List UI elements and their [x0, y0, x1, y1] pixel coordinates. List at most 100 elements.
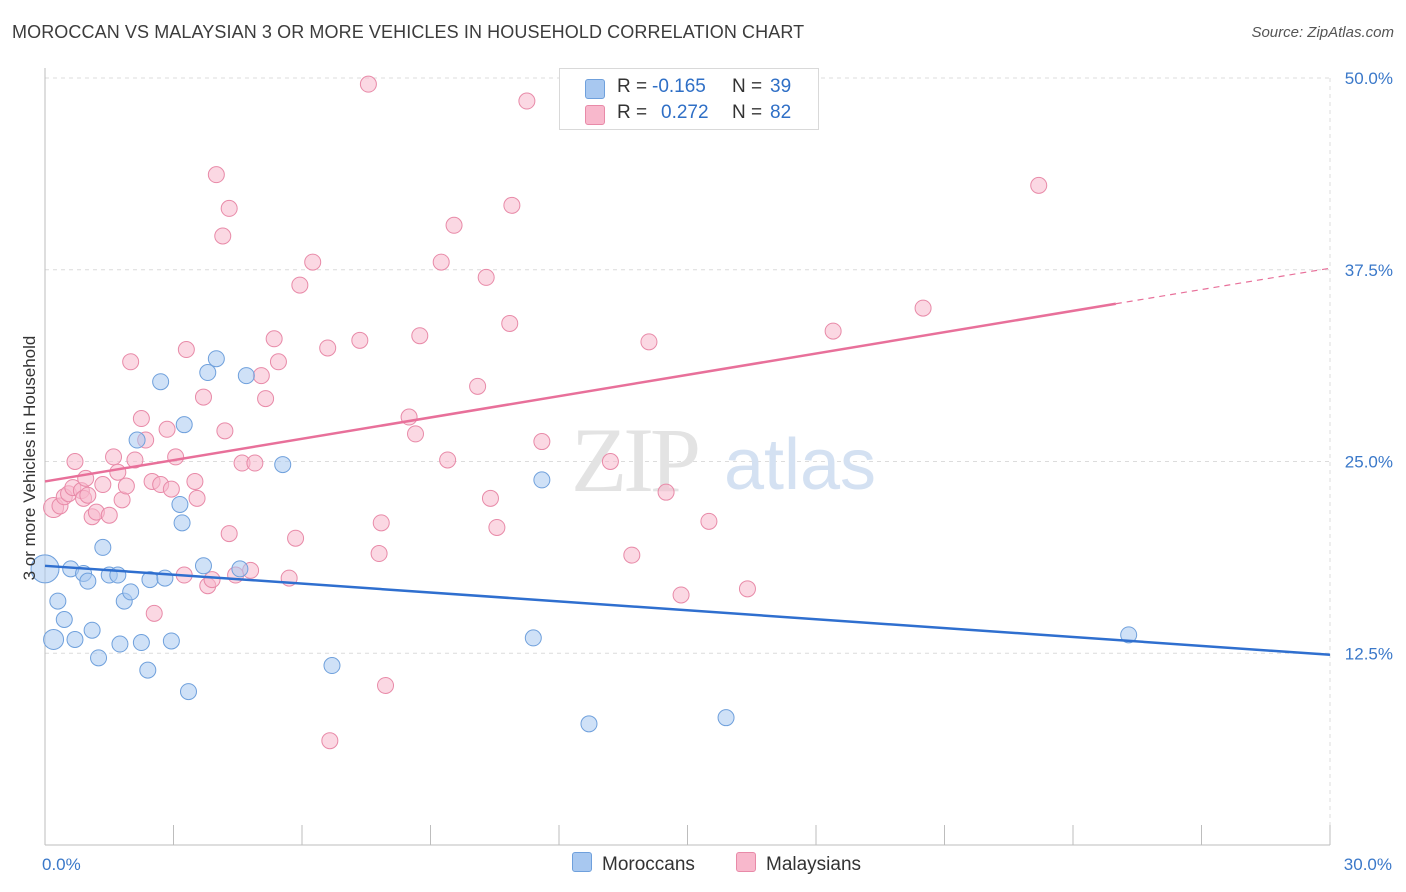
moroccans-point [162, 632, 180, 650]
legend-r-label: R = [617, 102, 648, 123]
trend-layer [44, 267, 1331, 657]
malaysians-point [503, 196, 521, 214]
moroccans-point [173, 514, 191, 532]
malaysians-point [914, 299, 932, 317]
series-label-malaysians: Malaysians [766, 854, 862, 875]
x-tick-label: 0.0% [42, 855, 81, 874]
malaysians-point [246, 454, 264, 472]
malaysians-point [220, 199, 238, 217]
malaysians-point [177, 341, 195, 359]
moroccans-point [179, 683, 197, 701]
malaysians-point [370, 545, 388, 563]
series-legend-moroccans[interactable]: Moroccans [572, 852, 695, 876]
malaysians-point [640, 333, 658, 351]
malaysians-point [824, 322, 842, 340]
moroccans-point [175, 416, 193, 434]
malaysians-point [407, 425, 425, 443]
moroccans-point [90, 649, 108, 667]
stats-legend: R = -0.165 N = 39 R = 0.272 N = 82 [559, 68, 819, 130]
moroccans-point [111, 635, 129, 653]
chart-title: MOROCCAN VS MALAYSIAN 3 OR MORE VEHICLES… [12, 22, 805, 42]
malaysians-point [203, 571, 221, 589]
malaysians-point [94, 476, 112, 494]
malaysians-point [469, 377, 487, 395]
moroccans-point [128, 431, 146, 449]
malaysians-point [100, 506, 118, 524]
moroccans-point [194, 557, 212, 575]
moroccans-trend-line [44, 564, 1331, 657]
malaysians-point [319, 339, 337, 357]
malaysians-point [252, 367, 270, 385]
malaysians-point [372, 514, 390, 532]
malaysians-point [291, 276, 309, 294]
y-tick-label: 25.0% [1345, 453, 1393, 472]
legend-n-value: 39 [770, 76, 792, 97]
malaysians-point [439, 451, 457, 469]
malaysians-point [109, 463, 127, 481]
malaysians-point [623, 546, 641, 564]
moroccans-point [171, 495, 189, 513]
moroccans-point [122, 583, 140, 601]
y-tick-label: 37.5% [1345, 261, 1393, 280]
malaysians-point [126, 451, 144, 469]
series-legend-malaysians[interactable]: Malaysians [736, 852, 861, 876]
malaysians-point [657, 483, 675, 501]
legend-n-value: 82 [770, 102, 792, 123]
malaysians-point [432, 253, 450, 271]
moroccans-point [83, 621, 101, 639]
malaysians-point [601, 453, 619, 470]
axis-layer [44, 68, 1331, 846]
moroccans-point [717, 709, 735, 727]
moroccans-point [207, 350, 225, 368]
y-tick-label: 50.0% [1345, 69, 1393, 88]
malaysians-point [700, 512, 718, 530]
malaysians-point [1030, 176, 1048, 194]
malaysians-point [445, 216, 463, 234]
malaysians-point [117, 477, 135, 495]
malaysians-point [287, 529, 305, 547]
watermark-zip: ZIP [571, 409, 698, 511]
malaysians-point [481, 489, 499, 507]
malaysians-point [145, 604, 163, 622]
malaysians-point [411, 327, 429, 345]
legend-n-label: N = [732, 76, 763, 97]
tick-labels: 12.5% 25.0% 37.5% 50.0% 0.0% 30.0% [42, 69, 1393, 874]
malaysians-point [186, 472, 204, 490]
moroccans-point [49, 592, 67, 610]
moroccans-point [94, 538, 112, 556]
malaysians-point [158, 420, 176, 438]
malaysians-point [501, 314, 519, 332]
y-tick-label: 12.5% [1345, 644, 1393, 663]
moroccans-point [199, 364, 217, 382]
malaysians-point [188, 489, 206, 507]
moroccans-point [79, 572, 97, 590]
malaysians-point [269, 353, 287, 371]
moroccans-point [1120, 626, 1138, 644]
moroccans-point [43, 628, 65, 650]
moroccans-point [139, 661, 157, 679]
legend-swatch-malaysians [585, 105, 605, 125]
source-label: Source: ZipAtlas.com [1251, 24, 1394, 41]
malaysians-point [377, 676, 395, 694]
x-tick-label: 30.0% [1344, 855, 1392, 874]
moroccans-point [152, 373, 170, 391]
malaysians-point [216, 422, 234, 440]
malaysians-point [132, 410, 150, 428]
malaysians-point [265, 330, 283, 348]
watermark-atlas: atlas [724, 425, 876, 505]
malaysians-point [488, 518, 506, 536]
malaysians-point [207, 166, 225, 184]
moroccans-point [30, 554, 60, 584]
malaysians-point [672, 586, 690, 604]
moroccans-point [274, 456, 292, 474]
malaysians-point [66, 453, 84, 470]
series-swatch-malaysians [736, 852, 756, 872]
moroccans-point [524, 629, 542, 647]
series-label-moroccans: Moroccans [602, 854, 695, 875]
legend-r-value: -0.165 [652, 76, 706, 97]
malaysians-point [220, 525, 238, 543]
malaysians-point [194, 388, 212, 406]
series-swatch-moroccans [572, 852, 592, 872]
malaysians-point [304, 253, 322, 271]
